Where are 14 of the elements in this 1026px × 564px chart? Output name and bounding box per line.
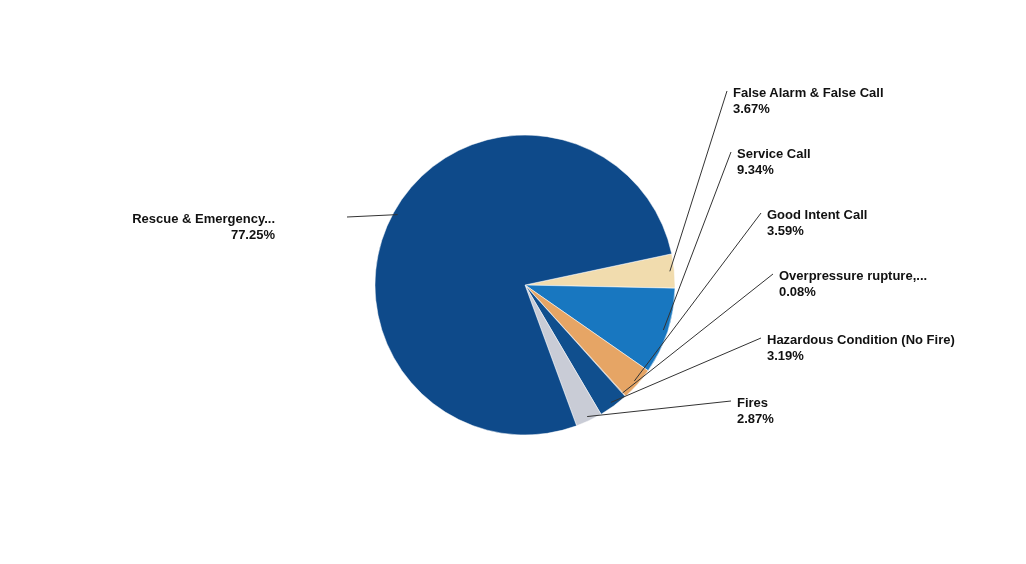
data-label: 9.34% [737, 162, 775, 177]
slice-label: Good Intent Call [767, 207, 868, 222]
slice-label: Rescue & Emergency... [132, 211, 275, 226]
slice-label: Fires [737, 395, 769, 410]
slice-label: Hazardous Condition (No Fire) [767, 332, 955, 347]
data-label: 3.19% [767, 348, 805, 363]
data-label: 0.08% [779, 284, 817, 299]
data-label: 3.59% [767, 223, 805, 238]
slice-label: Service Call [737, 146, 811, 161]
data-label: 77.25% [230, 227, 276, 242]
slice-label: False Alarm & False Call [733, 85, 884, 100]
slice-label: Overpressure rupture,... [779, 268, 928, 283]
data-label: 2.87% [737, 411, 775, 426]
data-label: 3.67% [733, 101, 771, 116]
